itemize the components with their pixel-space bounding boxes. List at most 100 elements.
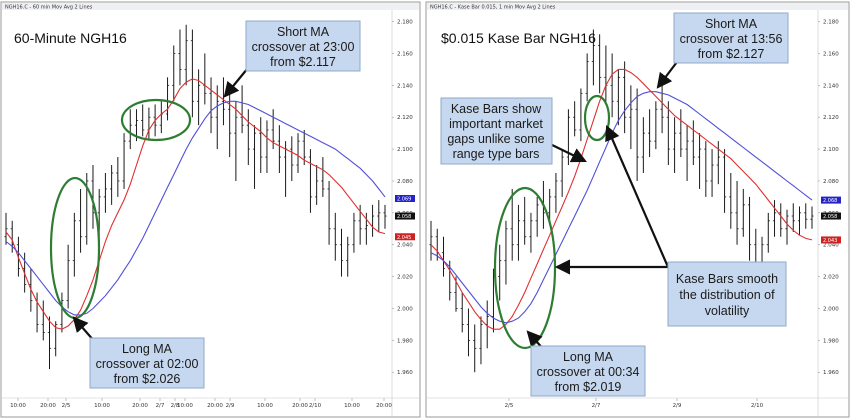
ohlc-bar	[566, 109, 571, 166]
price-badge	[395, 233, 415, 241]
x-tick-label: 10:00	[344, 403, 360, 409]
ohlc-bar	[672, 117, 677, 173]
x-tick-label: 20:00	[292, 403, 308, 409]
ohlc-bar	[178, 29, 182, 86]
ohlc-bar	[234, 101, 238, 181]
right-smooth-callout: Kase Bars smooth the distribution of vol…	[667, 261, 787, 327]
left-short-ma-callout: Short MA crossover at 23:00 from $2.117	[245, 20, 361, 72]
ohlc-bar	[128, 109, 132, 150]
ohlc-bar	[252, 125, 257, 189]
ohlc-bar	[479, 316, 483, 365]
ohlc-bar	[741, 188, 745, 237]
callout-line: volatility	[705, 304, 750, 318]
x-tick-label: 2/5	[62, 403, 71, 409]
y-tick-label: 2.160	[397, 51, 413, 57]
y-tick-label: 2.040	[397, 243, 413, 249]
ohlc-bar	[240, 85, 244, 134]
price-badge-label: 2.068	[823, 198, 837, 204]
ohlc-bar	[722, 149, 727, 213]
price-badge-label: 2.058	[397, 214, 411, 220]
ohlc-bar	[466, 308, 471, 357]
left-panel-header-bar	[2, 3, 419, 10]
callout-line: Short MA	[277, 25, 330, 39]
right-gap-ellipse	[583, 94, 611, 142]
callout-line: from $2.117	[270, 55, 336, 69]
ohlc-bar	[779, 203, 783, 237]
price-badge	[395, 195, 415, 202]
ohlc-bar	[591, 29, 595, 86]
short-ma-line	[430, 68, 813, 330]
ohlc-bar	[548, 188, 552, 221]
ohlc-bar	[209, 77, 213, 134]
x-tick-label: 2/9	[226, 403, 235, 409]
ohlc-bar	[635, 88, 639, 181]
ohlc-bar	[364, 212, 368, 245]
callout-line: from $2.127	[698, 47, 765, 61]
callout-line: Short MA	[705, 17, 758, 31]
ohlc-bar	[352, 212, 356, 253]
right-chart-title: $0.015 Kase Bar NGH16	[441, 30, 596, 46]
ohlc-bar	[685, 125, 689, 181]
ohlc-bar	[529, 212, 533, 253]
x-tick-label: 20:00	[207, 403, 223, 409]
ohlc-bar	[579, 88, 583, 142]
ohlc-bar	[610, 53, 614, 118]
y-tick-label: 2.000	[823, 306, 839, 312]
ohlc-bar	[598, 34, 602, 94]
left-price-bars	[4, 24, 387, 370]
left-x-axis: 10:00 20:00 2/5 10:00 20:00 2/7 2/810:00 20:00 2…	[10, 398, 392, 409]
ohlc-bar	[791, 203, 795, 232]
price-badge-label: 2.069	[397, 197, 411, 203]
left-price-badges: 2.069 2.058 2.045	[395, 195, 415, 241]
ohlc-bar	[141, 104, 145, 137]
y-tick-label: 2.140	[397, 83, 413, 89]
ohlc-bar	[47, 316, 52, 370]
ohlc-bar	[78, 188, 83, 253]
callout-line: Long MA	[563, 350, 614, 364]
ohlc-bar	[91, 165, 95, 229]
ohlc-bar	[679, 109, 683, 158]
ohlc-bar	[339, 228, 344, 277]
right-panel-header-bar	[427, 3, 848, 10]
ohlc-bar	[60, 292, 64, 333]
price-badge	[821, 236, 841, 244]
y-tick-label: 2.040	[823, 243, 839, 249]
ohlc-bar	[810, 206, 814, 229]
right-gaps-arrow	[547, 142, 587, 163]
ohlc-bar	[691, 120, 695, 166]
ohlc-bar	[716, 141, 720, 185]
callout-line: Kase Bars smooth	[676, 272, 778, 286]
left-long-ma-box	[89, 337, 205, 389]
ohlc-bar	[666, 101, 670, 166]
ohlc-bar	[4, 212, 8, 245]
x-tick-label: 2/7	[592, 403, 601, 409]
ohlc-bar	[641, 117, 645, 173]
ohlc-bar	[554, 172, 558, 213]
y-tick-label: 1.980	[397, 338, 413, 344]
ohlc-bar	[473, 324, 477, 373]
y-tick-label: 2.140	[823, 83, 839, 89]
ohlc-bar	[259, 117, 263, 173]
y-tick-label: 2.080	[397, 179, 413, 185]
ohlc-bar	[585, 53, 589, 102]
ohlc-bar	[302, 129, 306, 166]
ohlc-bar	[165, 77, 170, 121]
y-tick-label: 2.020	[823, 275, 839, 281]
ohlc-bar	[654, 101, 658, 150]
x-tick-label: 2/5	[505, 403, 514, 409]
callout-line: Kase Bars show	[451, 102, 542, 116]
ohlc-bar	[377, 200, 381, 232]
x-tick-label: 10:00	[94, 403, 110, 409]
y-tick-label: 2.080	[823, 179, 839, 185]
x-tick-label: 20:00	[376, 403, 392, 409]
y-tick-label: 1.960	[397, 370, 413, 376]
callout-line: crossover at 13:56	[680, 32, 783, 46]
right-price-bars	[429, 29, 814, 373]
x-tick-label: 2/8	[171, 403, 180, 409]
left-gap-ellipse	[120, 98, 192, 142]
y-tick-label: 1.980	[823, 338, 839, 344]
ohlc-bar	[221, 77, 226, 126]
price-badge	[821, 212, 841, 220]
x-tick-label: 2/9	[673, 403, 682, 409]
